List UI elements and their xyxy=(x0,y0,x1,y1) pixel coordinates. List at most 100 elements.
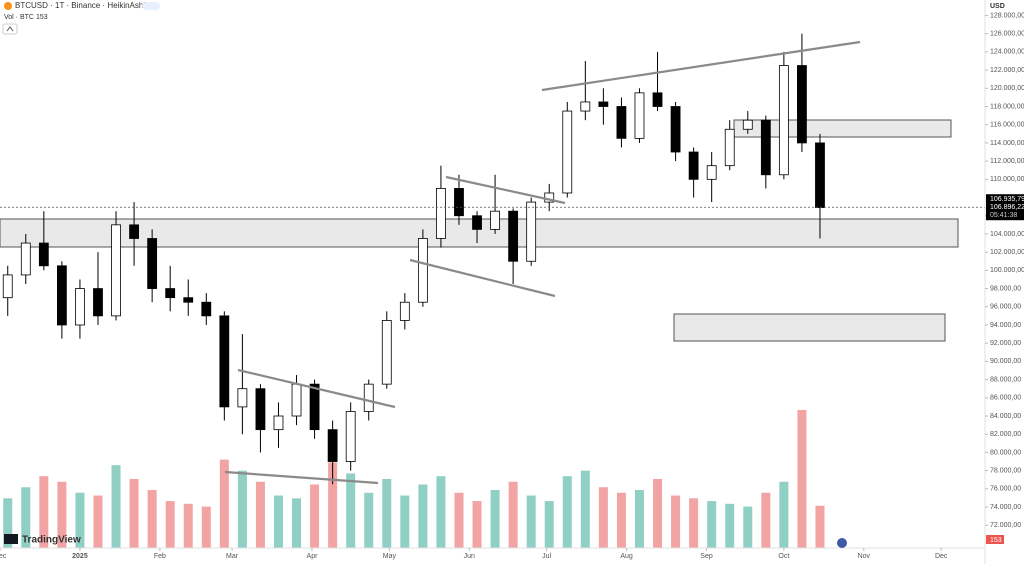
y-tick-label: 104.000,00 xyxy=(990,231,1024,238)
price-label-bg xyxy=(986,194,1024,221)
volume-bar xyxy=(598,487,608,548)
y-tick-label: 118.000,00 xyxy=(990,103,1024,110)
candle-body xyxy=(111,224,121,317)
candle-body xyxy=(237,388,248,408)
collapse-icon xyxy=(6,26,14,32)
candle-body xyxy=(219,315,230,408)
trend-line xyxy=(445,175,566,205)
candle-body xyxy=(670,106,681,153)
volume-bar xyxy=(93,495,103,548)
volume-bar xyxy=(544,501,554,548)
y-tick-label: 74.000,00 xyxy=(990,504,1021,511)
volume-bar xyxy=(526,495,536,548)
volume-bar xyxy=(580,470,590,548)
y-tick-label: 116.000,00 xyxy=(990,122,1024,129)
candle-body xyxy=(815,142,825,208)
price-axis xyxy=(985,0,1024,564)
candle-body xyxy=(598,101,609,107)
candle-body xyxy=(93,288,103,317)
candle-body xyxy=(327,429,338,462)
y-tick-label: 100.000,00 xyxy=(990,267,1024,274)
collapse-button[interactable] xyxy=(2,23,18,35)
volume-bar xyxy=(364,492,374,548)
second-price-label: 106.896,22 xyxy=(990,204,1024,211)
y-tick-label: 120.000,00 xyxy=(990,85,1024,92)
volume-bar xyxy=(815,505,825,548)
volume-bar xyxy=(219,459,229,548)
volume-bar xyxy=(255,481,265,548)
x-tick-label: Jul xyxy=(542,553,551,560)
volume-bar xyxy=(472,501,482,548)
candle-body xyxy=(183,297,194,303)
volume-bar xyxy=(490,490,500,548)
candle-body xyxy=(688,151,699,180)
volume-label-bg xyxy=(986,535,1004,544)
candle-body xyxy=(634,92,645,139)
x-tick-label: Nov xyxy=(858,553,871,560)
volume-bar xyxy=(183,503,193,548)
volume-bar xyxy=(310,484,320,548)
candle-body xyxy=(760,119,771,176)
axes: 72.000,00 74.000,00 76.000,00 78.000,00 80.0… xyxy=(0,12,1024,560)
candle-body xyxy=(2,274,13,299)
y-tick-label: 76.000,00 xyxy=(990,486,1021,493)
candle-body xyxy=(508,210,519,262)
candle-body xyxy=(291,383,302,417)
volume-bar xyxy=(165,501,175,548)
volume-bar xyxy=(3,498,13,548)
y-tick-label: 96.000,00 xyxy=(990,304,1021,311)
volume-bar xyxy=(237,470,247,548)
candle-body xyxy=(363,383,374,412)
volume-bar xyxy=(75,492,85,548)
trend-line xyxy=(224,470,379,485)
y-tick-label: 126.000,00 xyxy=(990,31,1024,38)
volume-label: Vol · BTC xyxy=(4,14,34,21)
candle-body xyxy=(652,92,663,107)
volume-bar xyxy=(201,506,211,548)
y-tick-label: 92.000,00 xyxy=(990,340,1021,347)
trend-line xyxy=(541,40,861,92)
volume-bar xyxy=(508,481,518,548)
trend-line xyxy=(409,258,556,298)
y-tick-label: 84.000,00 xyxy=(990,413,1021,420)
candle-body xyxy=(562,110,573,194)
coin-icon xyxy=(4,2,12,10)
candle-body xyxy=(255,388,266,431)
volume-bar xyxy=(292,498,302,548)
y-tick-label: 128.000,00 xyxy=(990,12,1024,19)
candle-body xyxy=(309,383,320,431)
candle-body xyxy=(616,106,627,139)
candle-body xyxy=(273,415,284,431)
countdown: 05:41:38 xyxy=(990,212,1017,219)
x-tick-label: Jun xyxy=(464,553,475,560)
currency-label[interactable]: USD xyxy=(990,3,1005,10)
y-tick-label: 98.000,00 xyxy=(990,285,1021,292)
candle-body xyxy=(778,65,789,176)
x-tick-label: Aug xyxy=(620,553,633,560)
flag-icon[interactable] xyxy=(837,538,847,548)
candle-body xyxy=(381,320,392,385)
candle-body xyxy=(490,210,500,230)
x-tick-label: May xyxy=(383,553,397,560)
candle-body xyxy=(526,201,537,262)
candle-body xyxy=(201,301,212,317)
candle-body xyxy=(38,242,49,267)
x-tick-label: Feb xyxy=(154,553,166,560)
y-tick-label: 90.000,00 xyxy=(990,358,1021,365)
volume-bar xyxy=(400,495,410,548)
x-tick-label: Dec xyxy=(0,553,7,560)
candle-body xyxy=(345,411,356,462)
candle-body xyxy=(706,165,717,180)
volume-axis-label: 153 xyxy=(990,537,1002,544)
volume-bar xyxy=(761,492,771,548)
volume-bar xyxy=(346,473,356,548)
candle-body xyxy=(436,188,446,239)
volume-bar xyxy=(39,476,49,548)
candle-body xyxy=(20,242,31,276)
y-tick-label: 78.000,00 xyxy=(990,467,1021,474)
y-tick-label: 110.000,00 xyxy=(990,176,1024,183)
volume-bar xyxy=(21,487,31,548)
volume-bar xyxy=(616,492,626,548)
brand-logo xyxy=(4,534,18,544)
y-tick-label: 114.000,00 xyxy=(990,140,1024,147)
